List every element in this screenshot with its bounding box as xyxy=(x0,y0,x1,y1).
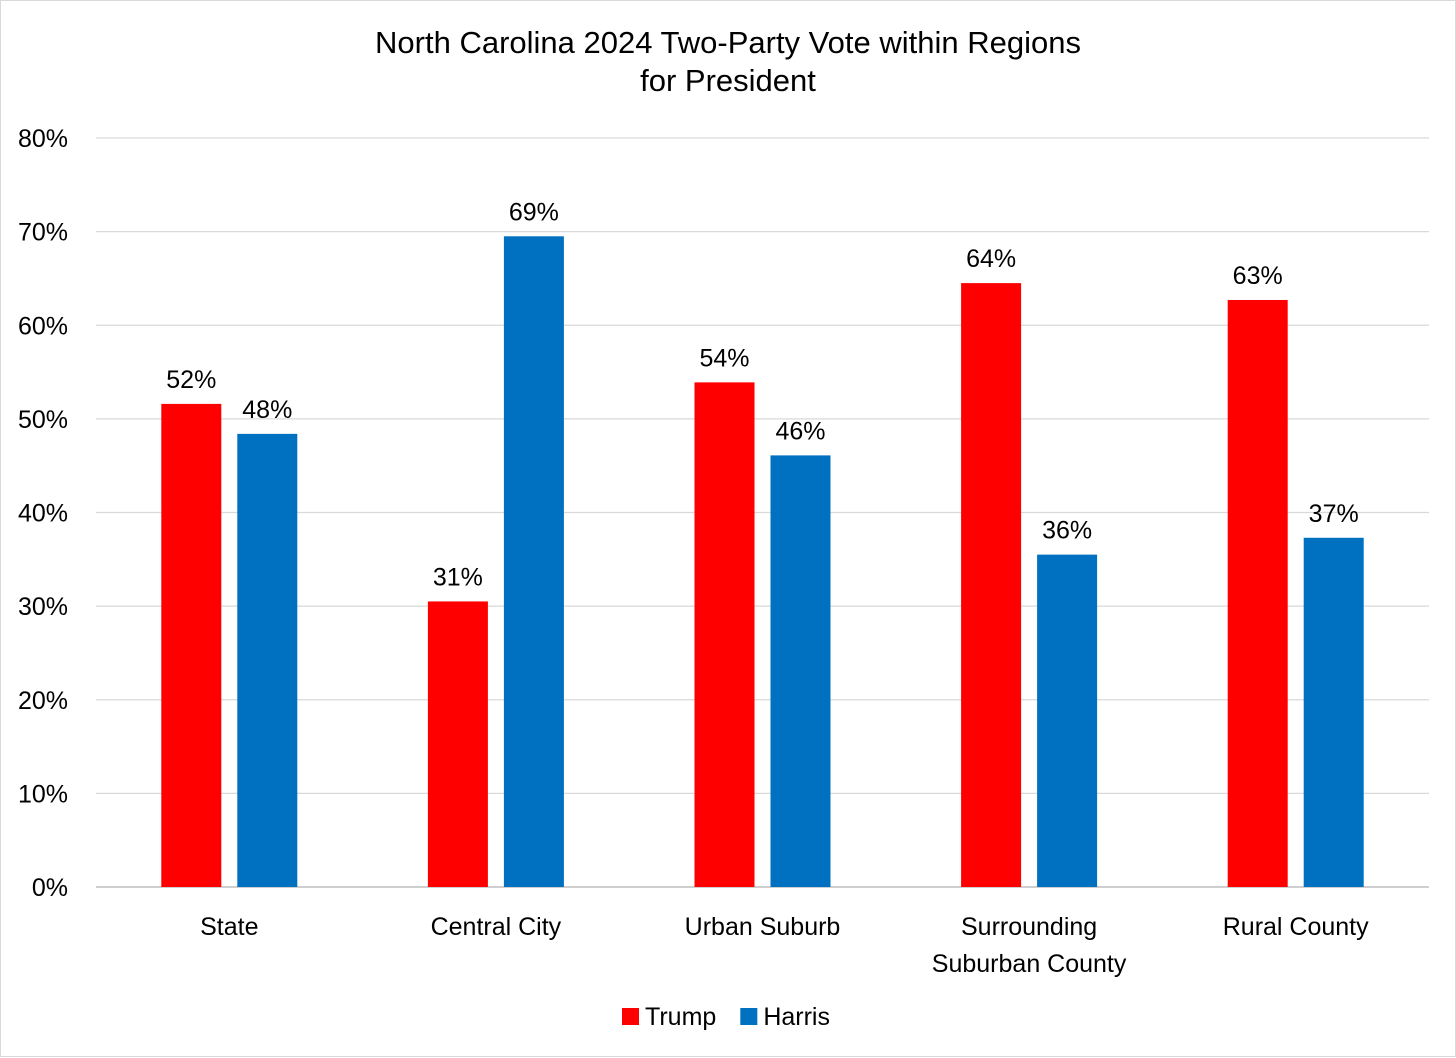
y-tick-label: 40% xyxy=(18,500,68,528)
bar-trump-4 xyxy=(961,283,1022,887)
data-label-harris-2: 69% xyxy=(509,198,559,226)
data-label-harris-3: 46% xyxy=(775,417,825,445)
data-label-harris-1: 48% xyxy=(242,396,292,424)
legend-label-trump: Trump xyxy=(645,1003,716,1031)
bar-harris-3 xyxy=(770,455,831,887)
data-label-trump-2: 31% xyxy=(433,563,483,591)
y-axis-ticks: 0% 10% 20% 30% 40% 50% 60% 70% 80% xyxy=(18,125,68,902)
category-label-1: State xyxy=(200,913,258,941)
x-axis-categories: State Central City Urban Suburb Surrounding… xyxy=(200,913,1369,978)
category-label-4: Suburban County xyxy=(932,950,1127,978)
y-tick-label: 50% xyxy=(18,406,68,434)
data-label-trump-3: 54% xyxy=(699,344,749,372)
category-label-4: Surrounding xyxy=(961,913,1097,941)
category-label-3: Urban Suburb xyxy=(685,913,841,941)
bar-harris-1 xyxy=(237,433,298,887)
bar-trump-2 xyxy=(427,601,488,887)
y-tick-label: 0% xyxy=(32,874,68,902)
y-tick-label: 80% xyxy=(18,125,68,153)
data-label-harris-4: 36% xyxy=(1042,517,1092,545)
data-label-trump-4: 64% xyxy=(966,245,1016,273)
data-label-trump-1: 52% xyxy=(166,366,216,394)
chart-title: North Carolina 2024 Two-Party Vote withi… xyxy=(375,25,1081,98)
gridlines xyxy=(96,137,1429,888)
data-labels: 52% 48% 31% 69% 54% 46% 64% 36% 63% 37% xyxy=(166,198,1358,591)
category-label-2: Central City xyxy=(431,913,562,941)
y-tick-label: 30% xyxy=(18,593,68,621)
y-tick-label: 70% xyxy=(18,219,68,247)
legend-swatch-harris xyxy=(740,1008,758,1025)
chart-title-line-2: for President xyxy=(640,63,816,98)
data-label-harris-5: 37% xyxy=(1309,500,1359,528)
legend: Trump Harris xyxy=(622,1003,830,1031)
y-tick-label: 60% xyxy=(18,312,68,340)
bar-trump-1 xyxy=(161,403,222,887)
bar-harris-5 xyxy=(1303,537,1364,887)
data-label-trump-5: 63% xyxy=(1233,262,1283,290)
bar-harris-2 xyxy=(503,236,564,887)
legend-label-harris: Harris xyxy=(763,1003,830,1031)
y-tick-label: 10% xyxy=(18,780,68,808)
category-label-5: Rural County xyxy=(1223,913,1369,941)
bars xyxy=(161,236,1364,887)
y-tick-label: 20% xyxy=(18,687,68,715)
bar-trump-5 xyxy=(1227,299,1288,887)
legend-swatch-trump xyxy=(622,1008,639,1025)
bar-harris-4 xyxy=(1037,554,1098,887)
chart-title-line-1: North Carolina 2024 Two-Party Vote withi… xyxy=(375,25,1081,60)
bar-trump-3 xyxy=(694,382,755,887)
